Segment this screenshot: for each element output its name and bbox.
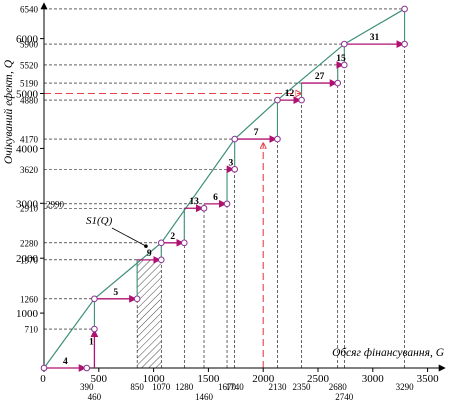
envelope-curve-label: S1(Q)	[86, 215, 113, 227]
x-tick-label: 3000	[362, 373, 385, 385]
step-label: 1	[89, 338, 94, 348]
step-label: 7	[254, 128, 259, 138]
x-value-label: 850	[130, 382, 144, 392]
y-value-label: 6540	[20, 4, 39, 14]
point-marker	[341, 40, 348, 48]
y-tick-label: 4000	[16, 143, 39, 155]
point-marker	[83, 364, 91, 372]
x-value-label: 2350	[293, 382, 312, 392]
point-marker	[91, 325, 98, 333]
x-tick-label: 2500	[307, 373, 330, 385]
step-label: 15	[336, 54, 346, 64]
x-value-label: 1670	[218, 382, 237, 392]
x-tick-label: 1500	[197, 373, 220, 385]
tick-labels: 1000200030004000500060007101260197022802…	[16, 4, 439, 400]
y-value-label: 4880	[20, 96, 39, 106]
y-value-label: 2990	[46, 199, 65, 209]
guide-lines	[44, 8, 405, 368]
curve-label-pointer	[111, 227, 147, 247]
y-value-label: 2280	[20, 238, 39, 248]
y-value-label: 5520	[20, 60, 39, 70]
x-axis-title: Обсяг фінансування, G	[332, 347, 445, 359]
step-label: 5	[113, 288, 118, 298]
y-axis-title: Очікуваний ефект, Q	[2, 59, 15, 164]
x-value-label: 3290	[396, 382, 415, 392]
y-value-label: 3620	[20, 165, 39, 175]
y-tick-label: 1000	[16, 308, 39, 320]
step-label: 13	[189, 197, 199, 207]
hatched-area	[137, 259, 162, 368]
x-value-label: 1070	[152, 382, 171, 392]
axes	[40, 2, 446, 372]
point-markers	[40, 5, 408, 372]
point-marker	[341, 61, 348, 69]
x-value-label: 1740	[226, 382, 245, 392]
point-marker	[157, 239, 165, 247]
y-tick-label: 6000	[16, 34, 39, 46]
x-value-label: 1280	[175, 382, 194, 392]
x-tick-label: 3500	[417, 373, 440, 385]
point-marker	[40, 364, 48, 372]
envelope-polyline	[43, 8, 405, 369]
x-tick-label: 1000	[143, 373, 166, 385]
step-label: 4	[63, 357, 68, 367]
x-value-label: 2130	[268, 382, 287, 392]
shaded-region	[137, 259, 162, 368]
curve-label-dot	[144, 244, 148, 248]
point-marker	[91, 295, 98, 303]
step-label: 6	[213, 193, 218, 203]
y-value-label: 1260	[20, 294, 39, 304]
point-marker	[401, 40, 408, 48]
point-marker	[180, 239, 188, 247]
step-label: 12	[285, 89, 295, 99]
step-label: 2	[170, 232, 175, 242]
step-label: 27	[315, 72, 325, 82]
point-marker	[231, 135, 239, 143]
point-marker	[334, 79, 342, 87]
step-label: 3	[228, 158, 233, 168]
x-tick-label: 0	[40, 373, 46, 385]
point-marker	[157, 256, 165, 264]
y-value-label: 710	[25, 325, 39, 335]
y-value-label: 5190	[20, 79, 39, 89]
y-tick-label: 5000	[16, 89, 39, 101]
x-value-label: 1460	[195, 392, 214, 400]
y-tick-label: 2000	[16, 253, 39, 265]
y-value-label: 5900	[20, 40, 39, 50]
x-value-label: 390	[80, 382, 94, 392]
point-marker	[274, 96, 281, 104]
step-label: 9	[147, 249, 152, 259]
x-tick-label: 2000	[252, 373, 275, 385]
step-label: 31	[370, 33, 380, 43]
x-value-label: 2740	[335, 392, 354, 400]
y-value-label: 4170	[20, 135, 39, 145]
x-tick-label: 500	[91, 373, 108, 385]
y-value-label: 1970	[20, 255, 39, 265]
point-marker	[223, 200, 231, 208]
y-tick-label: 3000	[16, 198, 39, 210]
x-value-label: 2680	[329, 382, 348, 392]
point-marker	[133, 295, 141, 303]
budget-line	[44, 94, 302, 368]
point-marker	[200, 204, 208, 212]
point-marker	[231, 165, 239, 173]
point-marker	[274, 135, 281, 143]
x-value-label: 460	[88, 392, 102, 400]
point-marker	[401, 5, 408, 13]
point-marker	[298, 96, 305, 104]
y-value-label: 2910	[20, 204, 39, 214]
envelope-curve	[43, 8, 405, 369]
